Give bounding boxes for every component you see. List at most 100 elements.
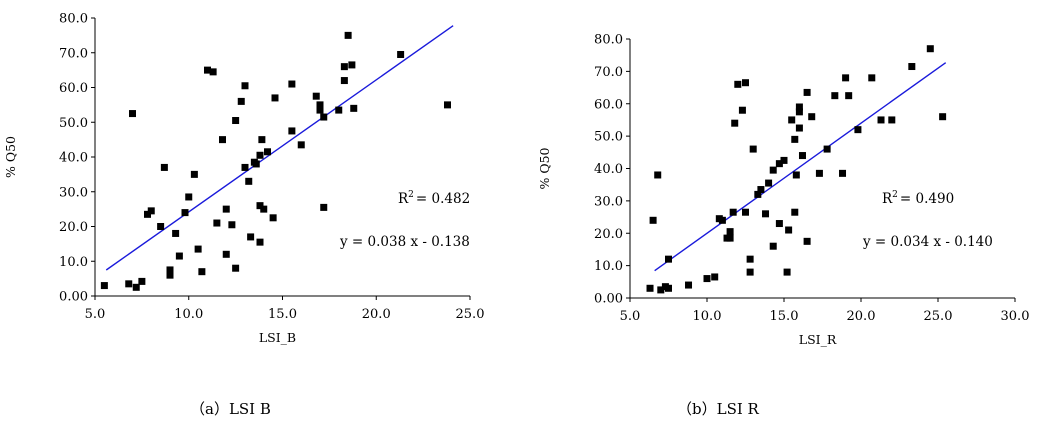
scatter-point — [256, 151, 264, 159]
scatter-point — [209, 68, 217, 76]
scatter-point — [340, 63, 348, 71]
scatter-point — [166, 271, 174, 279]
y-axis-label: % Q50 — [3, 136, 18, 178]
x-tick-label: 15.0 — [268, 307, 297, 322]
r-squared-label: R — [398, 191, 409, 207]
r-squared-superscript: 2 — [408, 190, 414, 200]
scatter-chart-b: 0.00 10.0 20.0 30.0 40.0 50.0 60.0 70.0 80.0 5.0 1… — [537, 33, 1029, 348]
scatter-point — [877, 116, 885, 124]
scatter-point — [729, 208, 737, 216]
scatter-point — [132, 283, 140, 291]
scatter-point — [754, 190, 762, 198]
scatter-point — [703, 275, 711, 283]
y-tick-label: 0.00 — [59, 290, 88, 305]
scatter-point — [939, 113, 947, 121]
scatter-point — [685, 281, 693, 289]
x-tick-label: 5.0 — [620, 309, 641, 324]
scatter-point — [718, 216, 726, 224]
scatter-point — [798, 152, 806, 160]
scatter-point — [815, 169, 823, 177]
y-tick-label: 50.0 — [594, 130, 623, 145]
scatter-point — [260, 205, 268, 213]
scatter-point — [775, 160, 783, 168]
scatter-point — [711, 273, 719, 281]
scatter-point — [297, 141, 305, 149]
scatter-point — [185, 193, 193, 201]
r-squared-superscript: 2 — [892, 190, 898, 200]
scatter-point — [868, 74, 876, 82]
chart-panel-b: 0.00 10.0 20.0 30.0 40.0 50.0 60.0 70.0 80.0 5.0 1… — [525, 0, 1043, 436]
scatter-point — [222, 205, 230, 213]
scatter-point — [241, 82, 249, 90]
scatter-point — [791, 208, 799, 216]
scatter-point — [256, 238, 264, 246]
scatter-point — [213, 219, 221, 227]
y-tick-label: 40.0 — [59, 151, 88, 166]
scatter-point — [144, 210, 151, 218]
scatter-point — [803, 88, 811, 96]
scatter-point — [344, 31, 352, 39]
regression-equation: y = 0.034 x - 0.140 — [862, 234, 993, 250]
scatter-point — [247, 233, 255, 241]
scatter-point — [831, 92, 839, 100]
scatter-point — [646, 284, 654, 292]
y-tick-label: 40.0 — [594, 162, 623, 177]
chart-panel-a: 0.00 10.0 20.0 30.0 40.0 50.0 60.0 70.0 80.0 5.0 1… — [3, 12, 484, 346]
scatter-point — [888, 116, 896, 124]
scatter-point — [147, 207, 155, 215]
regression-equation: y = 0.038 x - 0.138 — [339, 234, 470, 250]
y-tick-label: 20.0 — [594, 227, 623, 242]
trendline — [654, 62, 947, 272]
scatter-point — [654, 171, 662, 179]
scatter-point — [769, 166, 777, 174]
scatter-point — [845, 92, 853, 100]
y-tick-label: 70.0 — [59, 46, 88, 61]
scatter-point — [204, 66, 211, 74]
scatter-point — [228, 221, 236, 229]
scatter-point — [775, 220, 783, 228]
y-tick-label: 20.0 — [59, 220, 88, 235]
scatter-point — [792, 171, 800, 179]
scatter-point — [762, 210, 770, 218]
scatter-point — [252, 160, 260, 168]
scatter-point — [665, 255, 672, 263]
y-tick-label: 0.00 — [594, 292, 623, 307]
r-squared-label: R — [882, 191, 893, 207]
scatter-point — [795, 103, 803, 111]
x-tick-label: 15.0 — [770, 309, 799, 324]
scatter-point — [842, 74, 850, 82]
scatter-point — [757, 186, 765, 194]
scatter-point — [245, 177, 253, 185]
scatter-point — [264, 148, 271, 156]
scatter-point — [190, 170, 198, 178]
x-tick-label: 5.0 — [85, 307, 106, 322]
scatter-point — [742, 208, 749, 216]
y-tick-label: 10.0 — [59, 255, 88, 270]
scatter-point — [175, 252, 183, 260]
r-squared-value: = 0.482 — [416, 191, 470, 207]
scatter-point — [769, 242, 777, 250]
scatter-point — [219, 136, 226, 144]
y-tick-label: 30.0 — [594, 194, 623, 209]
scatter-point — [222, 250, 230, 258]
scatter-point — [803, 237, 811, 245]
x-tick-label: 20.0 — [847, 309, 876, 324]
scatter-point — [791, 135, 799, 143]
y-tick-label: 80.0 — [594, 33, 623, 48]
scatter-point — [232, 264, 240, 272]
y-tick-label: 10.0 — [594, 259, 623, 274]
scatter-point — [256, 202, 264, 210]
scatter-point — [181, 209, 189, 217]
y-tick-label: 60.0 — [594, 97, 623, 112]
y-tick-label: 50.0 — [59, 116, 88, 131]
scatter-point — [232, 117, 240, 125]
scatter-point — [271, 94, 279, 102]
scatter-point — [335, 106, 343, 114]
scatter-point — [839, 169, 847, 177]
scatter-point — [795, 124, 803, 132]
scatter-point — [808, 113, 816, 121]
scatter-point — [854, 126, 862, 134]
scatter-point — [444, 101, 451, 109]
scatter-point — [788, 116, 796, 124]
scatter-point — [397, 50, 405, 58]
